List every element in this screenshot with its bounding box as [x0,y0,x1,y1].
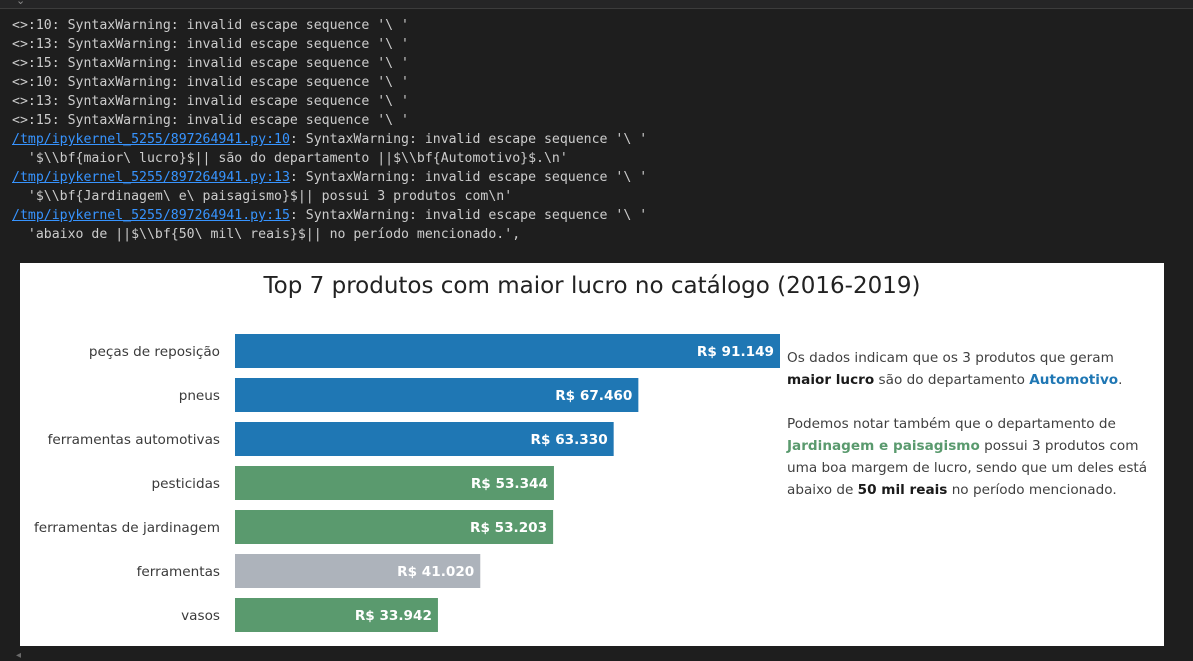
bar [235,334,780,368]
warning-line: <>:13: SyntaxWarning: invalid escape seq… [12,37,409,52]
annotation-highlight-50-mil: 50 mil reais [857,482,948,498]
annotation-paragraph-2: Podemos notar também que o departamento … [787,413,1159,501]
bar-chart: Top 7 produtos com maior lucro no catálo… [34,273,921,632]
scroll-indicator-icon: ◂ [16,650,22,661]
output-toolbar: ⌄ [0,0,1193,9]
category-tick-label: ferramentas de jardinagem [34,520,220,536]
trace-code-line: '$\\bf{maior\ lucro}$|| são do departame… [12,151,568,166]
bar-value-label: R$ 67.460 [555,388,632,404]
chart-figure: Top 7 produtos com maior lucro no catálo… [20,263,1164,646]
trace-message: : SyntaxWarning: invalid escape sequence… [289,208,648,223]
bar-value-label: R$ 33.942 [355,608,432,624]
annotation-highlight-maior-lucro: maior lucro [787,372,875,388]
category-tick-label: ferramentas [137,564,220,580]
cell-output: <>:10: SyntaxWarning: invalid escape seq… [12,16,1182,244]
trace-message: : SyntaxWarning: invalid escape sequence… [289,132,648,147]
bar [235,598,438,632]
bar-value-label: R$ 53.203 [470,520,547,536]
trace-code-line: '$\\bf{Jardinagem\ e\ paisagismo}$|| pos… [12,189,513,204]
warning-line: <>:15: SyntaxWarning: invalid escape seq… [12,56,409,71]
bar [235,378,639,412]
category-tick-label: ferramentas automotivas [48,432,220,448]
warning-line: <>:13: SyntaxWarning: invalid escape seq… [12,94,409,109]
warning-line: <>:15: SyntaxWarning: invalid escape seq… [12,113,409,128]
category-tick-label: vasos [181,608,220,624]
trace-file-link[interactable]: /tmp/ipykernel_5255/897264941.py:13 [12,170,290,185]
bar-value-label: R$ 53.344 [471,476,548,492]
annotation-highlight-jardinagem: Jardinagem e paisagismo [787,438,980,454]
bar [235,422,614,456]
annotation-text: são do departamento [874,372,1030,388]
category-tick-label: pneus [179,388,220,404]
bar-value-label: R$ 63.330 [531,432,608,448]
warning-line: <>:10: SyntaxWarning: invalid escape seq… [12,75,409,90]
annotation-text: possui 3 produtos com uma boa margem de … [787,438,1148,498]
annotation-text: Podemos notar também que o departamento … [787,416,1116,432]
chart-title: Top 7 produtos com maior lucro no catálo… [263,273,921,299]
bar [235,466,554,500]
trace-file-link[interactable]: /tmp/ipykernel_5255/897264941.py:10 [12,132,290,147]
trace-message: : SyntaxWarning: invalid escape sequence… [289,170,648,185]
annotation-highlight-automotivo: Automotivo [1029,372,1119,388]
chart-annotation: Os dados indicam que os 3 produtos que g… [787,347,1159,523]
trace-code-line: 'abaixo de ||$\\bf{50\ mil\ reais}$|| no… [12,227,521,242]
trace-line: /tmp/ipykernel_5255/897264941.py:10: Syn… [12,130,1182,149]
trace-line: /tmp/ipykernel_5255/897264941.py:13: Syn… [12,168,1182,187]
trace-file-link[interactable]: /tmp/ipykernel_5255/897264941.py:15 [12,208,290,223]
bar [235,510,554,544]
collapse-chevron-icon[interactable]: ⌄ [16,0,26,7]
trace-line: /tmp/ipykernel_5255/897264941.py:15: Syn… [12,206,1182,225]
category-tick-label: pesticidas [152,476,220,492]
bar-value-label: R$ 91.149 [697,344,774,360]
bar-value-label: R$ 41.020 [397,564,474,580]
annotation-text: no período mencionado. [947,482,1117,498]
annotation-paragraph-1: Os dados indicam que os 3 produtos que g… [787,347,1159,391]
warning-line: <>:10: SyntaxWarning: invalid escape seq… [12,18,409,33]
annotation-text: Os dados indicam que os 3 produtos que g… [787,350,1114,366]
bar [235,554,481,588]
category-tick-label: peças de reposição [89,344,220,360]
annotation-text: . [1118,372,1123,388]
